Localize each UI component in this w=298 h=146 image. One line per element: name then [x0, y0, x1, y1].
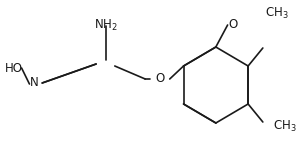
Text: N: N — [30, 75, 39, 88]
Text: O: O — [228, 19, 237, 32]
Text: O: O — [155, 73, 164, 86]
Text: CH$_3$: CH$_3$ — [273, 118, 296, 134]
Text: NH$_2$: NH$_2$ — [94, 18, 118, 33]
Text: HO: HO — [5, 61, 23, 74]
Text: CH$_3$: CH$_3$ — [265, 5, 288, 21]
